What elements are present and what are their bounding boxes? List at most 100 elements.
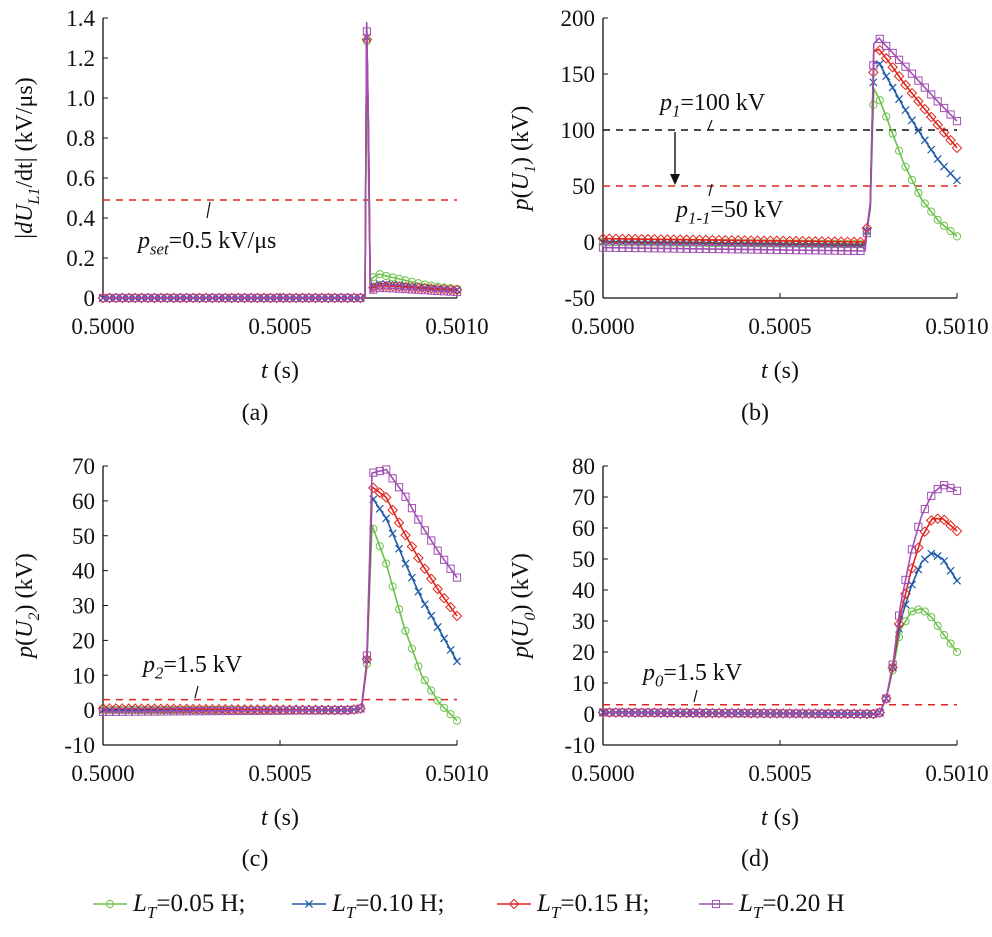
data-point: [362, 651, 371, 660]
data-point: [427, 286, 436, 295]
data-point: [182, 707, 191, 716]
data-point: [920, 83, 929, 92]
data-point: [882, 41, 891, 51]
data-point: [433, 546, 442, 555]
legend-label: LT=0.20 H: [738, 890, 845, 922]
data-point: [952, 576, 962, 585]
data-point: [901, 575, 910, 585]
series-4: [598, 34, 962, 256]
data-point: [933, 97, 942, 106]
data-point: [298, 706, 307, 715]
data-point: [427, 536, 436, 545]
data-point: [246, 293, 256, 303]
data-point: [150, 707, 159, 716]
data-point: [401, 276, 410, 285]
data-point: [856, 709, 865, 718]
data-point: [656, 244, 666, 253]
data-point: [427, 686, 436, 695]
data-point: [182, 293, 191, 303]
data-point: [887, 61, 898, 73]
data-point: [375, 542, 384, 551]
data-point: [907, 175, 917, 184]
data-point: [933, 215, 942, 224]
data-point: [791, 709, 801, 718]
data-point: [304, 293, 314, 303]
data-point: [906, 87, 918, 99]
data-point: [388, 474, 397, 483]
series-line: [602, 483, 958, 715]
data-point: [201, 293, 211, 303]
data-point: [946, 639, 955, 648]
data-point: [927, 90, 936, 99]
data-point: [824, 709, 833, 718]
data-point: [927, 612, 936, 622]
data-point: [907, 69, 917, 78]
y-tick-label: -10: [64, 733, 95, 758]
data-point: [811, 246, 820, 255]
data-point: [432, 583, 443, 595]
data-point: [721, 709, 730, 718]
data-point: [330, 706, 339, 715]
data-point: [759, 709, 769, 718]
data-point: [895, 95, 904, 104]
data-point: [933, 551, 942, 561]
data-point: [227, 293, 236, 303]
data-point: [605, 708, 614, 717]
data-point: [163, 293, 172, 303]
data-point: [849, 246, 859, 255]
x-tick-label: 0.5000: [71, 761, 134, 786]
data-point: [940, 556, 949, 565]
series-line: [102, 468, 458, 713]
data-point: [817, 246, 826, 255]
data-point: [407, 285, 417, 294]
data-point: [779, 709, 788, 718]
data-point: [349, 705, 359, 714]
data-point: [452, 657, 462, 666]
y-tick-label: 0: [584, 702, 596, 727]
data-point: [420, 600, 429, 609]
data-point: [195, 707, 204, 716]
legend-entry-2: LT=0.10 H;: [292, 890, 444, 922]
data-point: [669, 244, 678, 253]
legend: LT=0.05 H; LT=0.10 H; LT=0.15 H; LT=0.20 H: [93, 890, 845, 922]
data-point: [291, 706, 301, 715]
data-point: [643, 708, 653, 717]
data-point: [105, 707, 114, 716]
data-point: [907, 116, 916, 125]
data-point: [676, 708, 685, 717]
data-point: [843, 246, 852, 255]
chart-panel-a: 0 0.2 0.4 0.6 0.8 1.0 1.2 1.4 0.5000 0.5005 0.5010…: [12, 6, 489, 426]
data-point: [753, 709, 762, 718]
legend-marker: [304, 899, 314, 909]
data-point: [894, 55, 904, 64]
data-point: [946, 227, 955, 236]
data-point: [925, 515, 937, 526]
data-point: [137, 707, 146, 716]
data-point: [285, 293, 294, 303]
series-line: [103, 21, 458, 299]
data-point: [945, 134, 956, 146]
data-point: [111, 293, 120, 303]
data-point: [143, 293, 153, 303]
data-point: [952, 647, 962, 657]
series-3: [597, 513, 963, 720]
x-axis-label: t (s): [761, 805, 799, 831]
chart-panel-c: -10 0 10 20 30 40 50 60 70 0.5000 0.5005 0.5010 t (s…: [12, 454, 489, 872]
data-point: [951, 525, 963, 537]
data-point: [785, 245, 794, 255]
data-point: [451, 610, 463, 622]
data-point: [446, 645, 455, 654]
y-tick-label: 0: [584, 230, 596, 255]
data-point: [880, 693, 892, 704]
x-tick-label: 0.5010: [925, 314, 988, 339]
data-point: [330, 293, 339, 303]
data-point: [882, 72, 891, 81]
data-point: [830, 709, 839, 718]
y-tick-label: -10: [564, 733, 595, 758]
panel-caption: (c): [242, 846, 269, 872]
y-tick-label: 100: [561, 118, 596, 143]
panel-caption: (a): [242, 400, 269, 426]
data-point: [124, 707, 133, 716]
data-point: [920, 607, 929, 616]
